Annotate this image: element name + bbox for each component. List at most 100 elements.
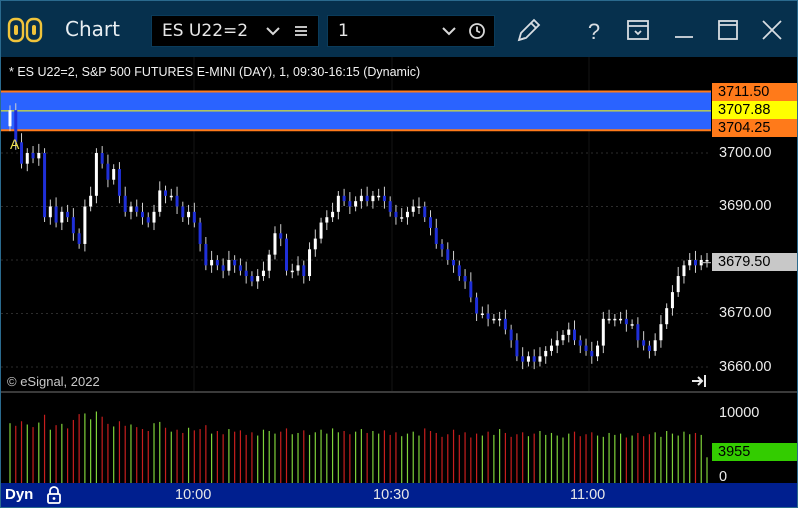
candle-body (175, 195, 179, 207)
candle-body (653, 340, 657, 351)
clock-icon[interactable] (468, 22, 486, 40)
volume-chart-area[interactable] (1, 393, 711, 483)
time-mode-label[interactable]: Dyn (5, 486, 34, 503)
candle-body (549, 345, 553, 351)
candle-body (359, 195, 363, 202)
candle-body (636, 324, 640, 341)
candle-body (521, 356, 525, 362)
interval-selector[interactable]: 1 (327, 15, 495, 47)
candle-body (181, 206, 185, 218)
candle-body (561, 334, 565, 341)
candle-body (14, 110, 18, 143)
price-tick-label: 3670.00 (719, 305, 772, 321)
lock-icon[interactable] (45, 485, 63, 505)
candle-body (515, 340, 519, 357)
candle-body (204, 243, 208, 266)
candle-body (296, 265, 300, 271)
candle-body (267, 254, 271, 271)
last-price-tag: 3679.50 (712, 253, 797, 271)
candle-body (578, 340, 582, 346)
close-icon[interactable] (755, 13, 789, 47)
candle-body (676, 276, 680, 293)
candle-body (284, 238, 288, 271)
price-tag-band-bottom: 3704.25 (712, 119, 797, 137)
candle-body (250, 276, 254, 282)
candle-body (630, 324, 634, 326)
candle-body (434, 227, 438, 244)
title-bar[interactable]: Chart ES U22=2 1 (1, 1, 797, 57)
window-layout-icon[interactable] (621, 13, 655, 47)
candle-body (302, 265, 306, 277)
maximize-icon[interactable] (711, 13, 745, 47)
symbol-selector[interactable]: ES U22=2 (151, 15, 319, 47)
candle-body (480, 313, 484, 315)
candle-body (135, 206, 139, 212)
candle-body (198, 222, 202, 244)
candle-body (290, 270, 294, 273)
chevron-down-icon[interactable] (440, 22, 458, 40)
candle-body (688, 260, 692, 266)
candle-body (331, 211, 335, 218)
candle-body (94, 153, 98, 196)
candle-body (66, 211, 70, 218)
marker-label: A (10, 136, 20, 152)
candle-body (705, 260, 709, 262)
candle-body (590, 350, 594, 357)
candle-body (382, 195, 386, 202)
candle-body (532, 356, 536, 362)
interval-input[interactable]: 1 (338, 21, 349, 41)
candle-body (187, 211, 191, 218)
time-tick-label: 10:00 (175, 487, 212, 503)
candle-body (417, 206, 421, 208)
candle-body (54, 206, 58, 223)
price-chart-area[interactable]: A (1, 57, 711, 391)
pane-separator[interactable] (1, 391, 797, 393)
candle-body (210, 260, 214, 266)
symbol-input[interactable]: ES U22=2 (162, 21, 249, 41)
candle-body (20, 142, 24, 164)
esignal-logo-icon (7, 17, 43, 43)
candle-body (146, 217, 150, 223)
chart-header: * ES U22=2, S&P 500 FUTURES E-MINI (DAY)… (9, 65, 421, 79)
candle-body (325, 217, 329, 223)
time-axis[interactable]: Dyn 10:00 10:30 11:00 (1, 483, 797, 507)
price-tag-band-mid: 3707.88 (712, 101, 797, 119)
help-icon[interactable]: ? (577, 13, 611, 47)
candle-body (659, 324, 663, 341)
candle-body (77, 233, 81, 244)
volume-tick-label: 0 (719, 469, 728, 485)
candle-body (192, 211, 196, 223)
candle-body (457, 265, 461, 277)
minimize-icon[interactable] (667, 13, 701, 47)
candle-body (83, 206, 87, 244)
candle-body (670, 292, 674, 309)
list-menu-icon[interactable] (292, 22, 310, 40)
chevron-down-icon[interactable] (264, 22, 282, 40)
candle-body (238, 265, 242, 271)
candle-body (354, 201, 358, 207)
volume-chart[interactable] (1, 393, 711, 483)
candle-body (693, 260, 697, 266)
candle-body (25, 153, 29, 164)
candle-body (463, 276, 467, 282)
candle-body (475, 297, 479, 314)
candle-body (526, 356, 530, 362)
volume-tick-label: 10000 (719, 405, 760, 421)
candle-body (31, 153, 35, 159)
price-tag-band-top: 3711.50 (712, 83, 797, 101)
price-axis[interactable]: 3700.00 3690.00 3670.00 3660.00 3711.50 … (711, 57, 797, 391)
candle-body (273, 233, 277, 255)
candle-body (601, 318, 605, 346)
scroll-to-end-icon[interactable] (690, 373, 708, 389)
candle-body (613, 318, 617, 321)
candle-body (152, 211, 156, 223)
candle-body (106, 163, 110, 180)
candle-body (647, 345, 651, 351)
candle-body (509, 329, 513, 341)
price-chart[interactable]: A (1, 57, 711, 391)
candle-body (619, 318, 623, 321)
candle-body (642, 340, 646, 346)
volume-axis[interactable]: 10000 0 3955 (711, 393, 797, 485)
pencil-icon[interactable] (511, 13, 545, 47)
candle-body (440, 243, 444, 250)
